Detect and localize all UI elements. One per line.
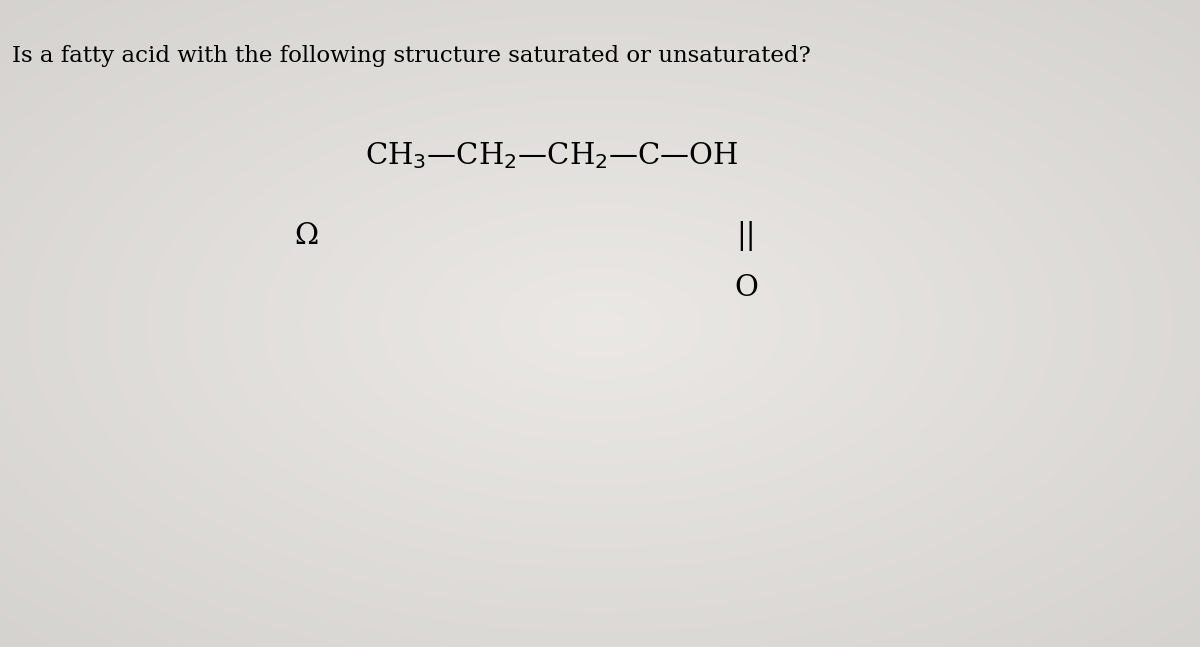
Text: CH$_3$—CH$_2$—CH$_2$—C—OH: CH$_3$—CH$_2$—CH$_2$—C—OH: [365, 140, 739, 171]
Text: Ω: Ω: [294, 222, 318, 250]
Text: ||: ||: [737, 221, 756, 251]
Text: Is a fatty acid with the following structure saturated or unsaturated?: Is a fatty acid with the following struc…: [12, 45, 811, 67]
Text: O: O: [734, 274, 758, 302]
